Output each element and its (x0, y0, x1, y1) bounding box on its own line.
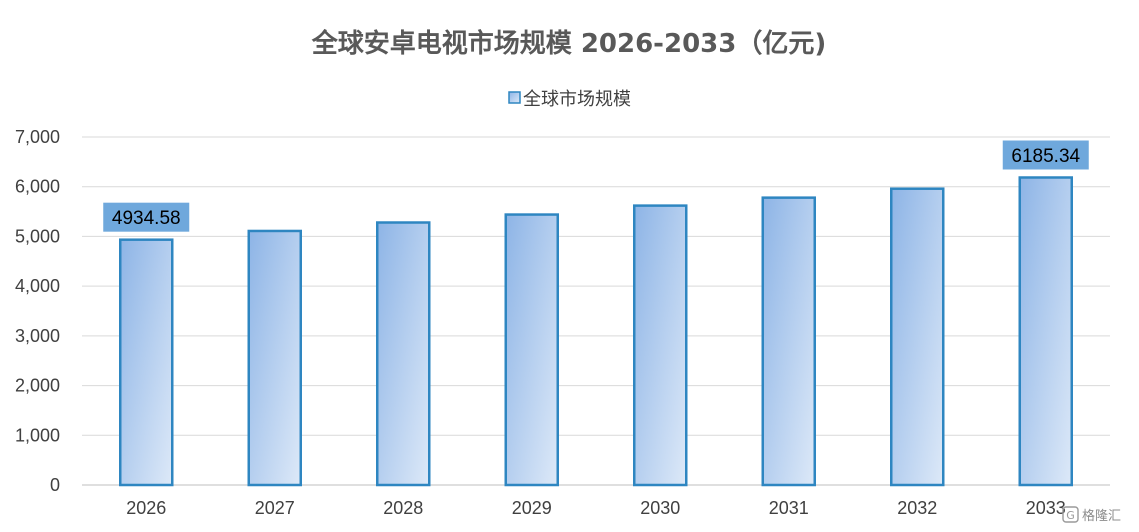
bars (119, 176, 1073, 487)
x-tick-label: 2026 (126, 498, 166, 518)
data-label-box (1002, 140, 1089, 170)
y-tick-label: 2,000 (15, 376, 60, 396)
bar (761, 196, 816, 487)
y-tick-label: 3,000 (15, 326, 60, 346)
chart-title: 全球安卓电视市场规模 2026-2033（亿元) (311, 28, 826, 59)
x-tick-label: 2033 (1026, 498, 1066, 518)
legend: 全球市场规模 (508, 89, 631, 110)
y-tick-label: 4,000 (15, 276, 60, 296)
legend-label: 全球市场规模 (523, 89, 631, 110)
y-tick-label: 1,000 (15, 425, 60, 445)
x-tick-label: 2027 (255, 498, 295, 518)
bar (633, 204, 688, 487)
y-tick-label: 7,000 (15, 127, 60, 147)
bar (119, 238, 174, 487)
y-tick-label: 5,000 (15, 226, 60, 246)
y-tick-label: 6,000 (15, 177, 60, 197)
x-tick-label: 2029 (512, 498, 552, 518)
x-axis: 2026 2027 2028 2029 2030 2031 2032 2033 (126, 498, 1066, 518)
data-labels: 4934.58 6185.34 (103, 140, 1089, 232)
watermark-text: 格隆汇 (1082, 508, 1121, 524)
y-tick-label: 0 (50, 475, 60, 495)
x-tick-label: 2031 (769, 498, 809, 518)
svg-text:G: G (1066, 509, 1075, 522)
bar (376, 221, 431, 487)
bar (890, 187, 945, 487)
bar (504, 213, 559, 487)
x-tick-label: 2032 (897, 498, 937, 518)
bar (1018, 176, 1073, 487)
gridlines (82, 136, 1110, 486)
data-label: 4934.58 (112, 208, 181, 229)
legend-swatch (508, 91, 521, 104)
x-tick-label: 2028 (383, 498, 423, 518)
data-label-box (103, 202, 190, 232)
bar (247, 229, 302, 487)
y-axis: 0 1,000 2,000 3,000 4,000 5,000 6,000 7,000 (15, 127, 60, 495)
x-tick-label: 2030 (640, 498, 680, 518)
data-label: 6185.34 (1011, 146, 1080, 167)
glh-logo-icon: G (1062, 506, 1079, 523)
watermark: G 格隆汇 (1062, 506, 1121, 524)
